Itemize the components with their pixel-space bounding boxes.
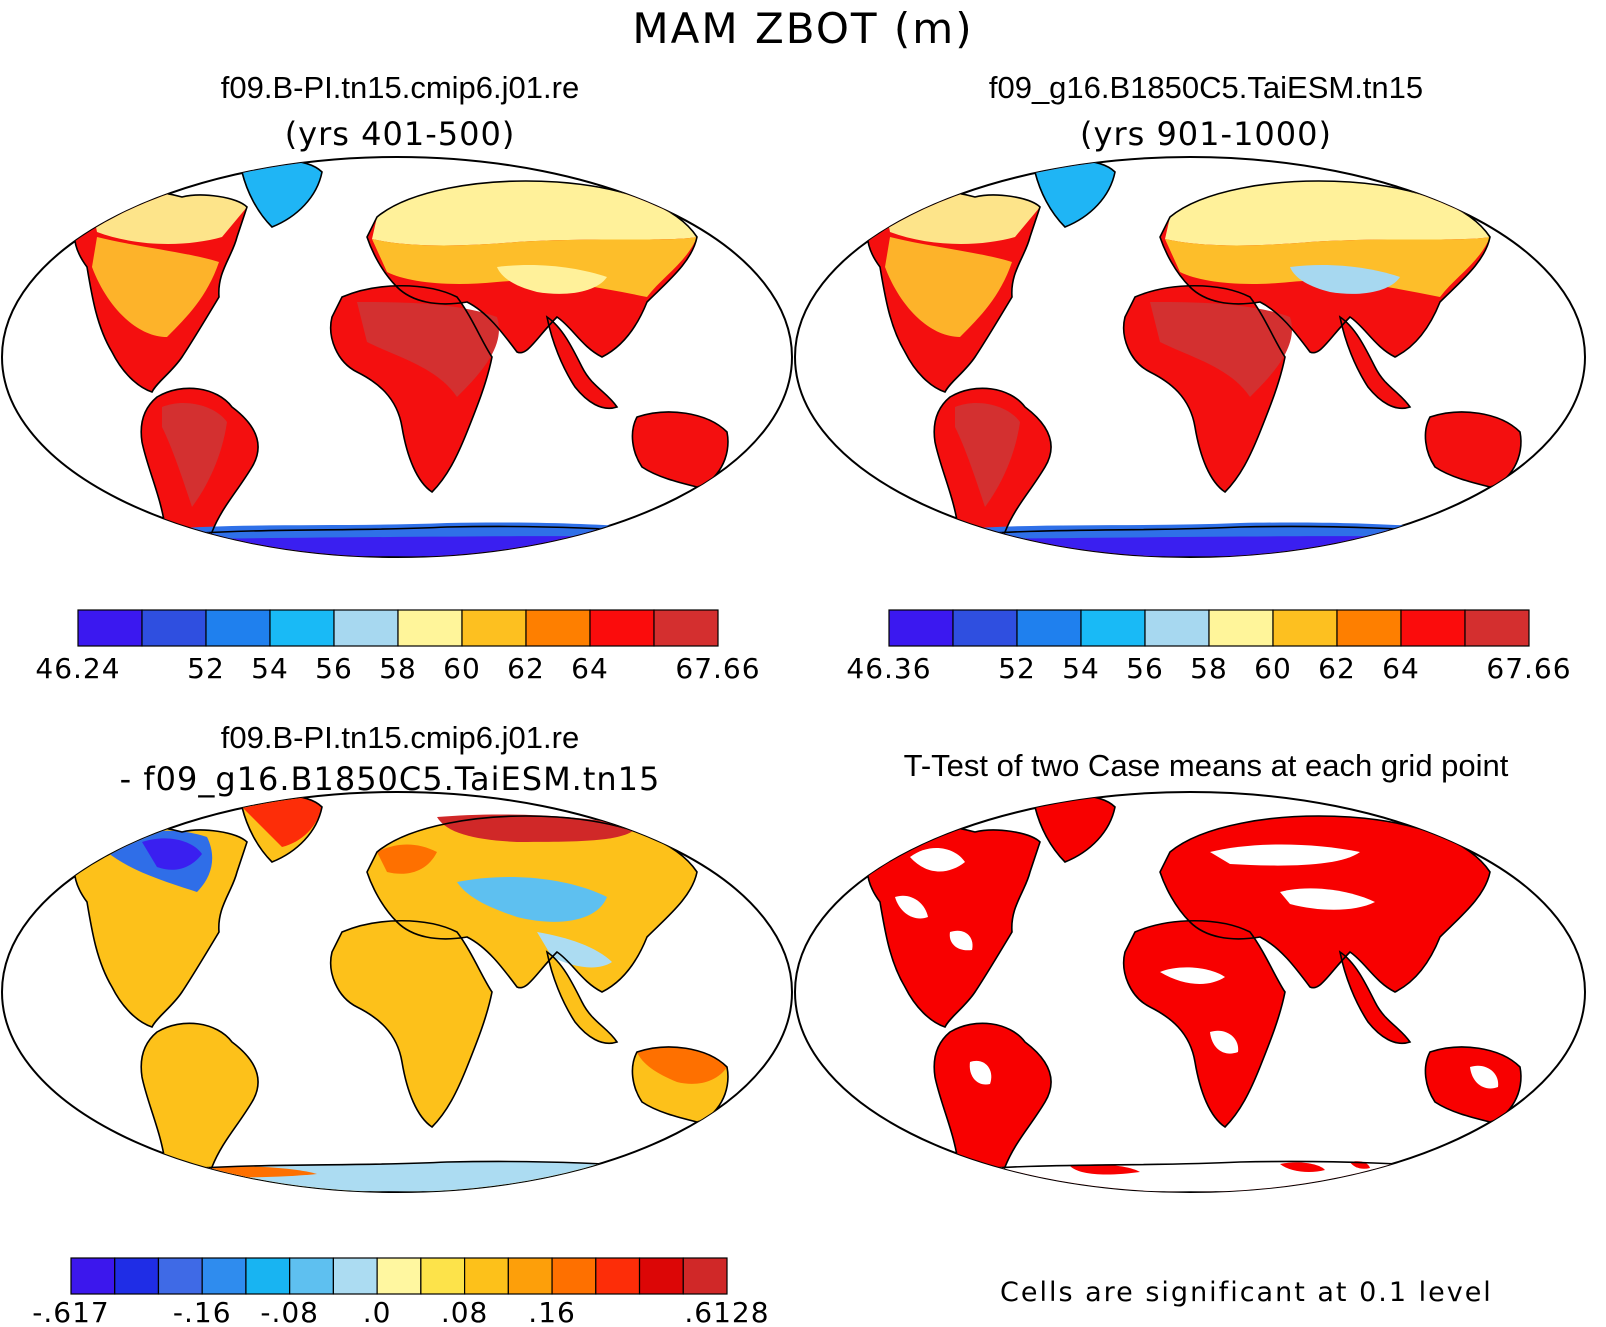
colorbar-tick-label: 64 — [571, 652, 609, 685]
colorbar-tick-label: .16 — [528, 1296, 576, 1327]
colorbar-swatch — [1144, 609, 1210, 647]
colorbar-tick-label: 60 — [443, 652, 481, 685]
colorbar-tick-label: 52 — [998, 652, 1036, 685]
colorbar-swatch — [205, 609, 271, 647]
colorbar-panel-1: 46.24 52 54 56 58 60 62 64 67.66 — [35, 609, 760, 685]
colorbar-swatch — [638, 1257, 684, 1295]
colorbar-tick-label: 67.66 — [1486, 652, 1571, 685]
colorbar-swatch — [77, 609, 143, 647]
colorbar-swatch — [333, 609, 399, 647]
colorbar-swatch — [114, 1257, 160, 1295]
colorbar-swatch — [1080, 609, 1146, 647]
colorbar-tick-label: 54 — [251, 652, 289, 685]
colorbar-tick-label: .6128 — [684, 1296, 769, 1327]
panel-2-title: f09_g16.B1850C5.TaiESM.tn15 — [988, 70, 1424, 105]
colorbar-swatch — [682, 1257, 728, 1295]
colorbar-tick-label: 58 — [379, 652, 417, 685]
colorbar-tick-label: 54 — [1062, 652, 1100, 685]
colorbar-tick-label: 46.24 — [35, 652, 120, 685]
colorbar-swatch — [1464, 609, 1530, 647]
colorbar-swatch — [952, 609, 1018, 647]
colorbar-tick-label: 67.66 — [675, 652, 760, 685]
colorbar-swatch — [595, 1257, 641, 1295]
colorbar-swatch — [1208, 609, 1274, 647]
panel-1-subtitle: (yrs 401-500) — [284, 115, 516, 153]
colorbar-swatch — [1272, 609, 1338, 647]
colorbar-swatch — [589, 609, 655, 647]
colorbar-tick-label: 64 — [1382, 652, 1420, 685]
colorbar-tick-label: -.16 — [173, 1296, 232, 1327]
colorbar-swatch — [70, 1257, 116, 1295]
colorbar-swatch — [289, 1257, 334, 1295]
colorbar-swatch — [653, 609, 719, 647]
map-panel-4 — [794, 791, 1586, 1193]
panel-3-title: f09.B-PI.tn15.cmip6.j01.re — [220, 720, 580, 755]
colorbar-swatch — [461, 609, 527, 647]
colorbar-swatch — [245, 1257, 291, 1295]
colorbar-tick-label: 56 — [315, 652, 353, 685]
colorbar-tick-label: -.617 — [32, 1296, 109, 1327]
colorbar-swatch — [141, 609, 207, 647]
colorbar-tick-label: 52 — [187, 652, 225, 685]
colorbar-tick-label: .0 — [363, 1296, 392, 1327]
colorbar-swatch — [888, 609, 954, 647]
colorbar-tick-label: -.08 — [260, 1296, 319, 1327]
colorbar-tick-label: 56 — [1126, 652, 1164, 685]
significance-note: Cells are significant at 0.1 level — [1000, 1277, 1493, 1308]
map-panel-2 — [794, 156, 1586, 558]
colorbar-swatch — [332, 1257, 378, 1295]
colorbar-tick-label: 60 — [1254, 652, 1292, 685]
colorbar-swatch — [269, 609, 335, 647]
colorbar-swatch — [157, 1257, 203, 1295]
colorbar-swatch — [376, 1257, 422, 1295]
colorbar-swatch — [397, 609, 463, 647]
panel-4-title: T-Test of two Case means at each grid po… — [903, 748, 1509, 783]
colorbar-swatch — [201, 1257, 247, 1295]
colorbar-tick-label: 62 — [507, 652, 545, 685]
map-panel-1 — [1, 156, 793, 558]
colorbar-swatch — [1400, 609, 1466, 647]
colorbar-swatch — [1336, 609, 1402, 647]
colorbar-swatch — [464, 1257, 509, 1295]
colorbar-swatch — [507, 1257, 553, 1295]
colorbar-panel-2: 46.36 52 54 56 58 60 62 64 67.66 — [846, 609, 1571, 685]
panel-1-title: f09.B-PI.tn15.cmip6.j01.re — [220, 70, 580, 105]
colorbar-swatch — [525, 609, 591, 647]
panel-2-subtitle: (yrs 901-1000) — [1080, 115, 1332, 153]
colorbar-swatch — [1016, 609, 1082, 647]
colorbar-swatch — [551, 1257, 597, 1295]
colorbar-swatch — [420, 1257, 466, 1295]
colorbar-tick-label: 62 — [1318, 652, 1356, 685]
colorbar-tick-label: 58 — [1190, 652, 1228, 685]
main-title: MAM ZBOT (m) — [632, 4, 974, 53]
colorbar-tick-label: .08 — [441, 1296, 489, 1327]
map-panel-3 — [1, 791, 793, 1193]
colorbar-panel-3: -.617 -.16 -.08 .0 .08 .16 .6128 — [32, 1257, 769, 1327]
colorbar-tick-label: 46.36 — [846, 652, 931, 685]
